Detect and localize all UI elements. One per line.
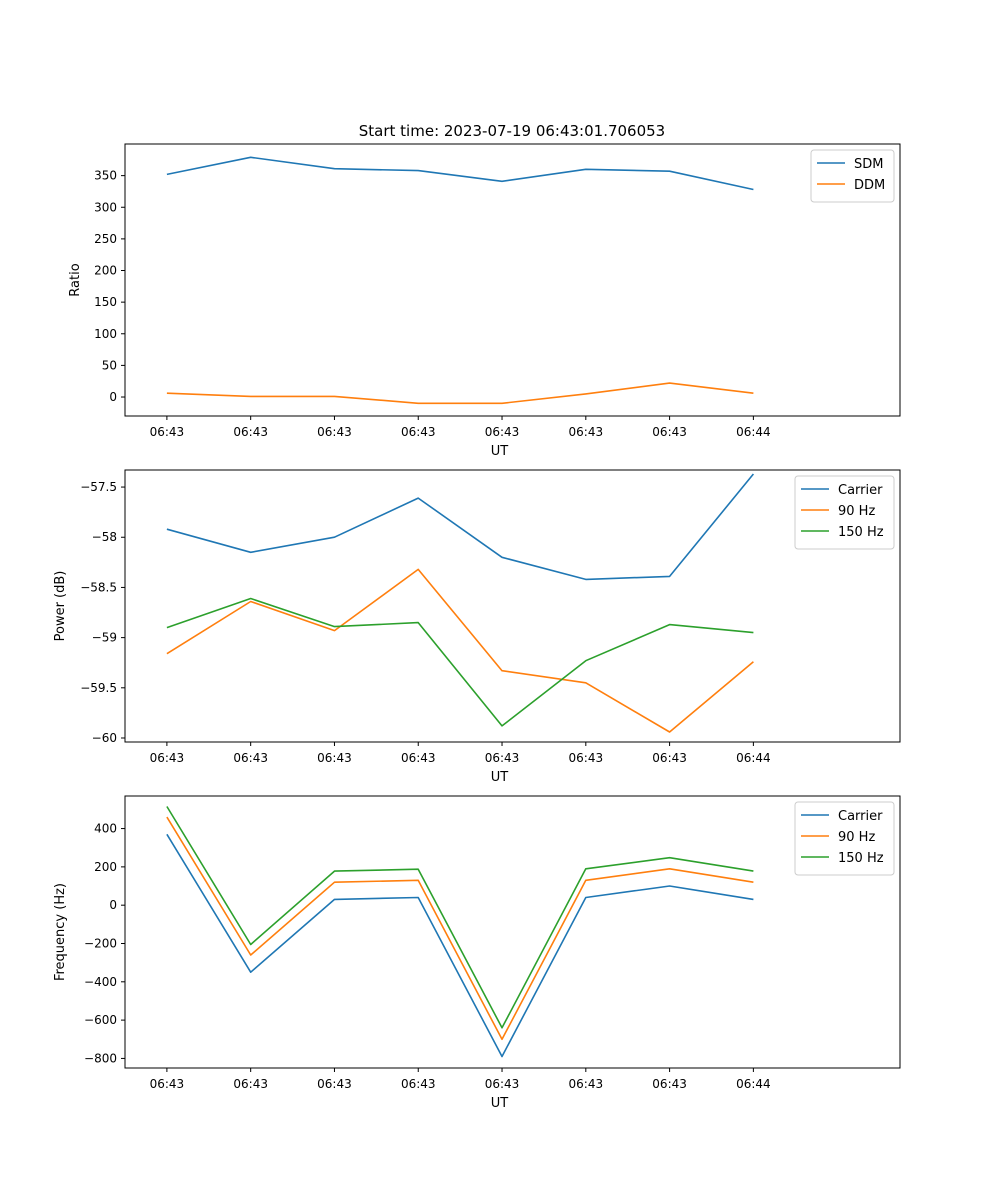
- y-tick-label: 250: [94, 232, 117, 246]
- legend: Carrier 90 Hz 150 Hz: [794, 801, 895, 876]
- series-line-sdm: [166, 156, 754, 191]
- x-tick-label: 06:43: [233, 1077, 268, 1091]
- subplot-1: 06:43 06:43 06:43 06:43 06:43 06:43 06:43 06:44…: [68, 143, 901, 459]
- x-tick-label: 06:43: [317, 425, 352, 439]
- y-tick-label: −58: [92, 530, 117, 544]
- y-tick-label: −60: [92, 731, 117, 745]
- y-tick-label: 300: [94, 200, 117, 214]
- y-tick-label: 50: [102, 358, 117, 372]
- legend: Carrier 90 Hz 150 Hz: [794, 475, 895, 550]
- figure-title: Start time: 2023-07-19 06:43:01.706053: [359, 122, 665, 140]
- y-tick-label: −600: [84, 1013, 117, 1027]
- x-tick-label: 06:43: [485, 425, 520, 439]
- x-axis-label: UT: [491, 770, 509, 785]
- x-tick-label: 06:43: [652, 751, 687, 765]
- x-tick-label: 06:44: [736, 425, 771, 439]
- y-tick-label: 400: [94, 822, 117, 836]
- legend-entry: Carrier: [838, 809, 883, 824]
- legend-entry: 150 Hz: [838, 525, 884, 540]
- legend-entry: 90 Hz: [838, 830, 875, 845]
- x-tick-label: 06:43: [485, 751, 520, 765]
- x-tick-label: 06:43: [150, 1077, 185, 1091]
- y-tick-label: 150: [94, 295, 117, 309]
- y-tick-label: 350: [94, 169, 117, 183]
- legend-entry: 90 Hz: [838, 504, 875, 519]
- series-line-carrier: [166, 473, 755, 581]
- x-tick-label: 06:43: [317, 751, 352, 765]
- y-tick-label: 100: [94, 327, 117, 341]
- x-axis-label: UT: [491, 444, 509, 459]
- x-tick-label: 06:43: [401, 425, 436, 439]
- series-line-carrier: [166, 833, 754, 1058]
- x-tick-label: 06:43: [569, 1077, 604, 1091]
- axes-frame: [124, 469, 901, 743]
- y-tick-label: −800: [84, 1051, 117, 1065]
- x-tick-label: 06:43: [569, 425, 604, 439]
- x-tick-label: 06:43: [401, 1077, 436, 1091]
- x-tick-label: 06:43: [150, 425, 185, 439]
- y-tick-label: 0: [109, 898, 117, 912]
- subplot-3: 06:43 06:43 06:43 06:43 06:43 06:43 06:43 06:44…: [53, 795, 901, 1111]
- y-tick-label: 0: [109, 390, 117, 404]
- axes-frame: [124, 143, 901, 417]
- series-line-ddm: [166, 382, 754, 405]
- legend-entry: Carrier: [838, 483, 883, 498]
- y-axis-label: Power (dB): [53, 571, 68, 642]
- y-tick-label: 200: [94, 860, 117, 874]
- legend: SDM DDM: [810, 149, 895, 203]
- legend-entry: DDM: [854, 178, 885, 193]
- y-tick-label: −200: [84, 936, 117, 950]
- series-line-150-hz: [166, 806, 754, 1029]
- x-tick-label: 06:43: [317, 1077, 352, 1091]
- subplot-2: 06:43 06:43 06:43 06:43 06:43 06:43 06:43 06:44…: [53, 469, 901, 785]
- x-tick-label: 06:43: [569, 751, 604, 765]
- x-tick-label: 06:43: [233, 425, 268, 439]
- y-tick-label: −59: [92, 631, 117, 645]
- y-tick-label: −57.5: [80, 480, 117, 494]
- axes-frame: [124, 795, 901, 1069]
- x-tick-label: 06:43: [652, 425, 687, 439]
- y-tick-label: −58.5: [80, 580, 117, 594]
- x-tick-label: 06:44: [736, 751, 771, 765]
- x-tick-label: 06:43: [233, 751, 268, 765]
- y-axis-label: Ratio: [68, 263, 83, 296]
- series-line-150-hz: [166, 597, 754, 727]
- y-tick-label: 200: [94, 264, 117, 278]
- x-tick-label: 06:43: [150, 751, 185, 765]
- x-tick-label: 06:43: [401, 751, 436, 765]
- series-line-90-hz: [166, 568, 754, 733]
- y-axis-label: Frequency (Hz): [53, 883, 68, 981]
- legend-entry: SDM: [854, 157, 883, 172]
- y-tick-label: −59.5: [80, 681, 117, 695]
- x-tick-label: 06:43: [652, 1077, 687, 1091]
- x-axis-label: UT: [491, 1096, 509, 1111]
- legend-entry: 150 Hz: [838, 851, 884, 866]
- y-tick-label: −400: [84, 975, 117, 989]
- series-line-90-hz: [166, 816, 754, 1041]
- x-tick-label: 06:44: [736, 1077, 771, 1091]
- x-tick-label: 06:43: [485, 1077, 520, 1091]
